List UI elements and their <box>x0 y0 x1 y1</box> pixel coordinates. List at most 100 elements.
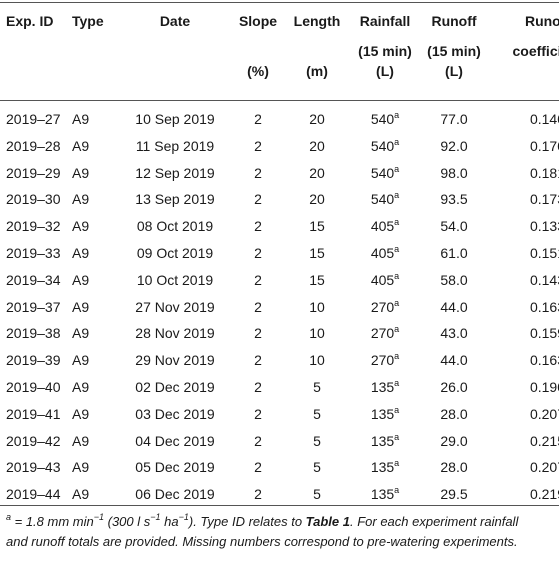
cell-exp-id: 2019–32 <box>6 218 61 235</box>
cell-rainfall: 405a <box>370 243 400 261</box>
table-row: 2019–39 A9 29 Nov 2019 2 10 270a 44.0 0.163 <box>0 347 559 374</box>
footnote-text: (300 l s <box>104 514 151 529</box>
cell-type: A9 <box>72 486 90 503</box>
cell-exp-id: 2019–42 <box>6 432 61 449</box>
cell-slope: 2 <box>254 218 262 235</box>
cell-runoff: 28.0 <box>440 459 468 476</box>
header-rainfall-unit: (L) <box>376 63 394 79</box>
cell-type: A9 <box>72 137 90 154</box>
cell-exp-id: 2019–33 <box>6 244 61 261</box>
table-row: 2019–32 A9 08 Oct 2019 2 15 405a 54.0 0.133 <box>0 213 559 240</box>
cell-length: 10 <box>309 352 325 369</box>
cell-runoff-coefficient: 0.163 <box>529 352 559 369</box>
cell-date: 08 Oct 2019 <box>136 218 214 235</box>
footnote: a = 1.8 mm min−1 (300 l s−1 ha−1). Type … <box>6 512 556 552</box>
header-runoff-sub: (15 min) <box>427 43 481 59</box>
cell-type: A9 <box>72 352 90 369</box>
cell-slope: 2 <box>254 486 262 503</box>
cell-runoff-coefficient: 0.207 <box>529 459 559 476</box>
cell-exp-id: 2019–34 <box>6 271 61 288</box>
cell-length: 5 <box>313 459 321 476</box>
bottom-rule <box>0 505 559 506</box>
cell-length: 10 <box>309 298 325 315</box>
cell-exp-id: 2019–41 <box>6 405 61 422</box>
cell-slope: 2 <box>254 244 262 261</box>
cell-rainfall: 540a <box>370 190 400 208</box>
cell-length: 10 <box>309 325 325 342</box>
cell-rainfall: 135a <box>370 377 400 395</box>
footnote-marker: a <box>394 324 400 335</box>
cell-runoff: 28.0 <box>440 405 468 422</box>
cell-exp-id: 2019–37 <box>6 298 61 315</box>
cell-slope: 2 <box>254 405 262 422</box>
cell-type: A9 <box>72 244 90 261</box>
cell-rainfall: 540a <box>370 110 400 128</box>
table-header: Exp. ID Type Date Slope Length Rainfall … <box>0 0 559 100</box>
cell-exp-id: 2019–27 <box>6 111 61 127</box>
header-length: Length <box>293 13 341 29</box>
cell-date: 05 Dec 2019 <box>135 459 215 476</box>
cell-date: 28 Nov 2019 <box>135 325 215 342</box>
table-row: 2019–27 A9 10 Sep 2019 2 20 540a 77.0 0.140 <box>0 100 559 133</box>
header-slope: Slope <box>238 13 278 29</box>
cell-rainfall: 540a <box>370 163 400 181</box>
cell-slope: 2 <box>254 137 262 154</box>
cell-rainfall: 135a <box>370 431 400 449</box>
footnote-text: . For each experiment rainfall <box>349 514 519 529</box>
footnote-marker: a <box>394 377 400 388</box>
header-exp-id: Exp. ID <box>6 13 54 29</box>
footnote-marker: a <box>394 136 400 147</box>
cell-runoff-coefficient: 0.151 <box>529 244 559 261</box>
table-row: 2019–33 A9 09 Oct 2019 2 15 405a 61.0 0.151 <box>0 240 559 267</box>
table-row: 2019–41 A9 03 Dec 2019 2 5 135a 28.0 0.207 <box>0 401 559 428</box>
cell-rainfall: 135a <box>370 485 400 503</box>
footnote-marker: a <box>394 163 400 174</box>
cell-exp-id: 2019–39 <box>6 352 61 369</box>
cell-rainfall: 135a <box>370 404 400 422</box>
cell-type: A9 <box>72 432 90 449</box>
cell-runoff: 98.0 <box>440 164 468 181</box>
cell-date: 10 Oct 2019 <box>136 271 214 288</box>
cell-exp-id: 2019–38 <box>6 325 61 342</box>
cell-date: 03 Dec 2019 <box>135 405 215 422</box>
table-row: 2019–37 A9 27 Nov 2019 2 10 270a 44.0 0.163 <box>0 294 559 321</box>
cell-length: 5 <box>313 432 321 449</box>
top-rule <box>0 2 559 3</box>
table-row: 2019–43 A9 05 Dec 2019 2 5 135a 28.0 0.207 <box>0 454 559 481</box>
cell-length: 5 <box>313 486 321 503</box>
runoff-table: Exp. ID Type Date Slope Length Rainfall … <box>0 0 559 508</box>
cell-rainfall: 135a <box>370 458 400 476</box>
cell-runoff-coefficient: 0.219 <box>529 486 559 503</box>
cell-slope: 2 <box>254 432 262 449</box>
cell-runoff-coefficient: 0.207 <box>529 405 559 422</box>
footnote-text: ). Type ID relates to <box>188 514 306 529</box>
table-row: 2019–38 A9 28 Nov 2019 2 10 270a 43.0 0.159 <box>0 320 559 347</box>
cell-runoff: 54.0 <box>440 218 468 235</box>
header-date: Date <box>159 13 191 29</box>
cell-date: 02 Dec 2019 <box>135 378 215 395</box>
cell-length: 20 <box>309 164 325 181</box>
cell-rainfall: 405a <box>370 217 400 235</box>
footnote-marker: a <box>394 270 400 281</box>
cell-length: 15 <box>309 244 325 261</box>
cell-type: A9 <box>72 164 90 181</box>
cell-runoff: 26.0 <box>440 378 468 395</box>
cell-slope: 2 <box>254 111 262 127</box>
cell-runoff: 44.0 <box>440 352 468 369</box>
cell-type: A9 <box>72 218 90 235</box>
cell-slope: 2 <box>254 459 262 476</box>
cell-length: 20 <box>309 191 325 208</box>
cell-slope: 2 <box>254 298 262 315</box>
cell-runoff-coefficient: 0.173 <box>529 191 559 208</box>
cell-date: 12 Sep 2019 <box>135 164 215 181</box>
cell-type: A9 <box>72 405 90 422</box>
cell-date: 29 Nov 2019 <box>135 352 215 369</box>
cell-type: A9 <box>72 298 90 315</box>
cell-date: 06 Dec 2019 <box>135 486 215 503</box>
cell-exp-id: 2019–44 <box>6 486 61 503</box>
cell-runoff-coefficient: 0.170 <box>529 137 559 154</box>
table-row: 2019–44 A9 06 Dec 2019 2 5 135a 29.5 0.219 <box>0 481 559 508</box>
footnote-marker: a <box>394 110 400 120</box>
cell-runoff-coefficient: 0.159 <box>529 325 559 342</box>
cell-slope: 2 <box>254 191 262 208</box>
